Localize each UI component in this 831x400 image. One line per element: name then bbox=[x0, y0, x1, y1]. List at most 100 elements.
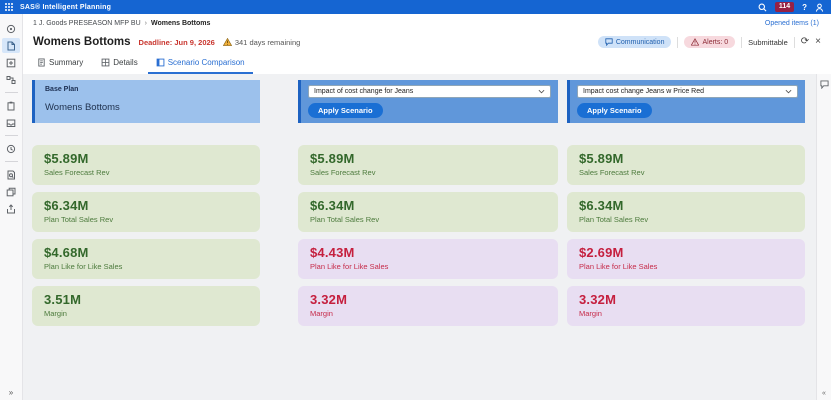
communication-button[interactable]: Communication bbox=[597, 36, 672, 48]
base-plan-column: Base Plan Womens Bottoms $5.89M Sales Fo… bbox=[32, 80, 260, 333]
kpi-value: $2.69M bbox=[579, 245, 624, 260]
kpi-card: 3.51M Margin bbox=[32, 286, 260, 326]
document-search-icon[interactable] bbox=[2, 167, 20, 182]
kpi-label: Margin bbox=[579, 309, 602, 318]
help-icon[interactable]: ? bbox=[802, 2, 807, 12]
scenario-select[interactable]: Impact cost change Jeans w Price Red bbox=[577, 85, 798, 98]
tab-scenario-comparison[interactable]: Scenario Comparison bbox=[147, 58, 253, 74]
breadcrumb-current: Womens Bottoms bbox=[150, 19, 211, 27]
layers-icon[interactable] bbox=[2, 184, 20, 199]
kpi-card: $6.34M Plan Total Sales Rev bbox=[298, 192, 558, 232]
scenario-column-2: Impact cost change Jeans w Price Red App… bbox=[567, 80, 805, 333]
scenario-comparison-panel: Base Plan Womens Bottoms $5.89M Sales Fo… bbox=[23, 74, 831, 400]
kpi-card: 3.32M Margin bbox=[298, 286, 558, 326]
chevron-down-icon bbox=[538, 89, 545, 94]
search-icon[interactable] bbox=[758, 3, 767, 12]
apps-grid-icon[interactable] bbox=[5, 3, 13, 11]
clipboard-icon[interactable] bbox=[2, 98, 20, 113]
tab-bar: Summary Details Scenario Comparison bbox=[23, 54, 831, 74]
kpi-value: $6.34M bbox=[579, 198, 624, 213]
days-remaining: 341 days remaining bbox=[222, 38, 300, 47]
divider bbox=[741, 36, 743, 48]
summary-icon bbox=[38, 58, 45, 67]
kpi-value: $5.89M bbox=[579, 151, 624, 166]
kpi-label: Margin bbox=[310, 309, 333, 318]
kpi-value: $6.34M bbox=[44, 198, 89, 213]
speech-bubble-icon bbox=[605, 38, 613, 46]
kpi-label: Margin bbox=[44, 309, 67, 318]
app-bar: SAS® Intelligent Planning 114 ? bbox=[0, 0, 831, 14]
scenario-select-value: Impact cost change Jeans w Price Red bbox=[583, 88, 705, 95]
kpi-label: Plan Total Sales Rev bbox=[44, 215, 114, 224]
tab-details[interactable]: Details bbox=[93, 58, 145, 74]
breadcrumb-separator: › bbox=[144, 19, 147, 27]
kpi-card: $4.43M Plan Like for Like Sales bbox=[298, 239, 558, 279]
base-plan-subtitle: Womens Bottoms bbox=[45, 102, 120, 113]
kpi-value: $4.43M bbox=[310, 245, 355, 260]
apply-scenario-button[interactable]: Apply Scenario bbox=[308, 103, 383, 118]
kpi-card: $5.89M Sales Forecast Rev bbox=[32, 145, 260, 185]
kpi-value: $5.89M bbox=[44, 151, 89, 166]
left-sidebar: » bbox=[0, 14, 23, 400]
kpi-label: Plan Like for Like Sales bbox=[310, 262, 389, 271]
explore-icon[interactable] bbox=[2, 21, 20, 36]
dashboard-icon[interactable] bbox=[2, 55, 20, 70]
kpi-card: $4.68M Plan Like for Like Sales bbox=[32, 239, 260, 279]
scenario-header: Impact cost change Jeans w Price Red App… bbox=[567, 80, 805, 123]
alerts-button[interactable]: Alerts: 0 bbox=[684, 36, 736, 48]
rail-divider bbox=[4, 92, 18, 93]
warning-icon bbox=[222, 38, 232, 46]
collapse-rail-chevrons[interactable]: « bbox=[822, 390, 826, 397]
expand-rail-chevrons[interactable]: » bbox=[8, 388, 14, 397]
page-header: Womens Bottoms Deadline: Jun 9, 2026 341… bbox=[23, 30, 831, 54]
hierarchy-icon[interactable] bbox=[2, 72, 20, 87]
kpi-card: $6.34M Plan Total Sales Rev bbox=[32, 192, 260, 232]
comments-icon[interactable] bbox=[819, 80, 829, 89]
deadline-text: Deadline: Jun 9, 2026 bbox=[138, 37, 215, 47]
rail-divider bbox=[4, 135, 18, 136]
close-icon[interactable]: × bbox=[815, 36, 821, 47]
scenario-column-1: Impact of cost change for Jeans Apply Sc… bbox=[298, 80, 558, 333]
refresh-icon[interactable]: ⟳ bbox=[800, 36, 810, 47]
opened-items-link[interactable]: Opened items (1) bbox=[764, 19, 819, 27]
page-title: Womens Bottoms bbox=[33, 36, 131, 48]
kpi-label: Plan Total Sales Rev bbox=[579, 215, 649, 224]
notification-badge[interactable]: 114 bbox=[774, 2, 795, 12]
app-title: SAS® Intelligent Planning bbox=[20, 3, 112, 11]
export-icon[interactable] bbox=[2, 201, 20, 216]
kpi-value: 3.32M bbox=[579, 292, 617, 307]
divider bbox=[793, 36, 795, 48]
divider bbox=[677, 36, 679, 48]
base-plan-header: Base Plan Womens Bottoms bbox=[32, 80, 260, 123]
kpi-label: Sales Forecast Rev bbox=[579, 168, 645, 177]
breadcrumb: 1 J. Goods PRESEASON MFP BU › Womens Bot… bbox=[23, 14, 831, 30]
kpi-value: 3.51M bbox=[44, 292, 82, 307]
scenario-header: Impact of cost change for Jeans Apply Sc… bbox=[298, 80, 558, 123]
kpi-value: 3.32M bbox=[310, 292, 348, 307]
kpi-card: $5.89M Sales Forecast Rev bbox=[298, 145, 558, 185]
tray-icon[interactable] bbox=[2, 115, 20, 130]
kpi-value: $5.89M bbox=[310, 151, 355, 166]
alert-triangle-icon bbox=[691, 38, 700, 46]
scenario-select-value: Impact of cost change for Jeans bbox=[314, 88, 414, 95]
chevron-down-icon bbox=[785, 89, 792, 94]
kpi-card: $2.69M Plan Like for Like Sales bbox=[567, 239, 805, 279]
kpi-value: $4.68M bbox=[44, 245, 89, 260]
rail-divider bbox=[4, 161, 18, 162]
kpi-label: Sales Forecast Rev bbox=[44, 168, 110, 177]
base-plan-title: Base Plan bbox=[45, 86, 79, 93]
kpi-card: $6.34M Plan Total Sales Rev bbox=[567, 192, 805, 232]
document-icon[interactable] bbox=[2, 38, 20, 53]
submittable-label[interactable]: Submittable bbox=[748, 37, 788, 47]
scenario-select[interactable]: Impact of cost change for Jeans bbox=[308, 85, 551, 98]
main-area: 1 J. Goods PRESEASON MFP BU › Womens Bot… bbox=[23, 14, 831, 400]
kpi-card: 3.32M Margin bbox=[567, 286, 805, 326]
user-avatar-icon[interactable] bbox=[815, 3, 824, 12]
tab-summary[interactable]: Summary bbox=[29, 58, 91, 74]
breadcrumb-parent-link[interactable]: 1 J. Goods PRESEASON MFP BU bbox=[33, 19, 141, 27]
kpi-value: $6.34M bbox=[310, 198, 355, 213]
kpi-label: Plan Like for Like Sales bbox=[44, 262, 123, 271]
history-icon[interactable] bbox=[2, 141, 20, 156]
right-sidebar: « bbox=[816, 74, 831, 400]
apply-scenario-button[interactable]: Apply Scenario bbox=[577, 103, 652, 118]
